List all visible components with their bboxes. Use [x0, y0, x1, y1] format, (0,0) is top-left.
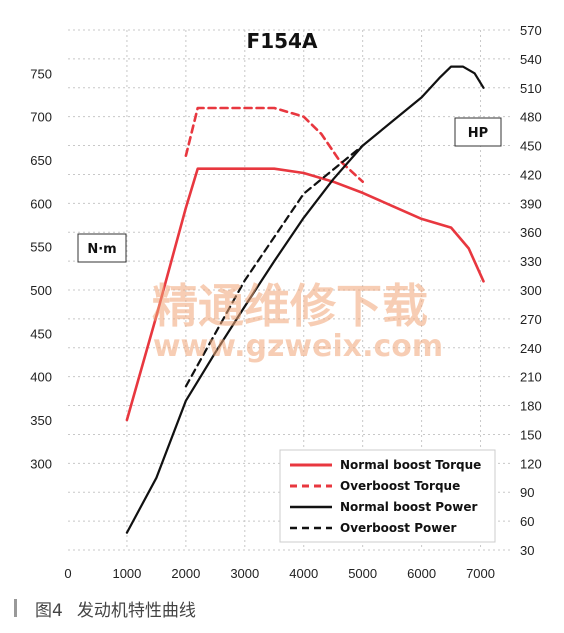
right-tick-label: 210 [520, 370, 542, 385]
right-tick-label: 120 [520, 456, 542, 471]
legend-label: Overboost Power [340, 521, 456, 535]
caption-text: 发动机特性曲线 [76, 600, 196, 621]
x-tick-label: 1000 [112, 566, 141, 581]
right-tick-label: 300 [520, 283, 542, 298]
right-tick-label: 270 [520, 312, 542, 327]
figure-number: 图4 [35, 600, 63, 621]
right-tick-label: 450 [520, 139, 542, 154]
legend-label: Normal boost Power [340, 500, 477, 514]
legend-label: Normal boost Torque [340, 458, 481, 472]
figure-caption: 图4 发动机特性曲线 [14, 594, 196, 622]
left-tick-label: 400 [30, 370, 52, 385]
right-tick-label: 510 [520, 81, 542, 96]
right-axis-unit-label: HP [468, 126, 488, 141]
right-tick-label: 540 [520, 52, 542, 67]
hp-unit-box [454, 117, 502, 147]
series-lines [125, 65, 485, 534]
left-tick-label: 650 [30, 153, 52, 168]
right-tick-label: 420 [520, 167, 542, 182]
left-tick-label: 550 [30, 240, 52, 255]
right-tick-label: 330 [520, 254, 542, 269]
right-tick-label: 480 [520, 110, 542, 125]
right-tick-label: 570 [520, 23, 542, 38]
right-tick-label: 390 [520, 196, 542, 211]
series-line-4 [184, 144, 364, 388]
legend-label: Overboost Torque [340, 479, 460, 493]
x-tick-label: 6000 [407, 566, 436, 581]
series-line-1 [125, 167, 485, 422]
watermark-text: 精通维修下载 [152, 279, 428, 333]
right-tick-label: 240 [520, 341, 542, 356]
series-line-3 [125, 65, 485, 534]
left-tick-label: 600 [30, 196, 52, 211]
watermark-url: www.gzweix.com [153, 329, 443, 364]
x-tick-label: 4000 [289, 566, 318, 581]
chart-title: F154A [247, 29, 318, 53]
x-tick-label: 5000 [348, 566, 377, 581]
legend: Normal boost Torque Overboost Torque Norma… [279, 449, 496, 543]
x-tick-label: 7000 [466, 566, 495, 581]
right-tick-label: 360 [520, 225, 542, 240]
right-tick-label: 150 [520, 427, 542, 442]
nm-unit-box [77, 233, 127, 263]
left-axis-ticks: 300 350 400 450 500 550 600 650 700 750 [30, 66, 52, 471]
x-tick-label: 3000 [230, 566, 259, 581]
right-tick-label: 30 [520, 543, 534, 558]
x-axis-ticks: 0 1000 2000 3000 4000 5000 6000 7000 [64, 566, 495, 581]
left-axis-unit-label: N·m [87, 242, 116, 257]
left-tick-label: 450 [30, 326, 52, 341]
x-tick-label: 0 [64, 566, 71, 581]
series-line-2 [184, 106, 365, 183]
left-tick-label: 350 [30, 413, 52, 428]
x-tick-label: 2000 [171, 566, 200, 581]
right-tick-label: 180 [520, 399, 542, 414]
right-tick-label: 90 [520, 485, 534, 500]
right-axis-ticks: 30 60 90 120 150 180 210 240 270 300 330 360 390 420 4… [520, 23, 542, 558]
right-tick-label: 60 [520, 514, 534, 529]
left-tick-label: 700 [30, 110, 52, 125]
left-tick-label: 750 [30, 66, 52, 81]
left-tick-label: 300 [30, 456, 52, 471]
caption-bar [14, 599, 17, 617]
left-tick-label: 500 [30, 283, 52, 298]
